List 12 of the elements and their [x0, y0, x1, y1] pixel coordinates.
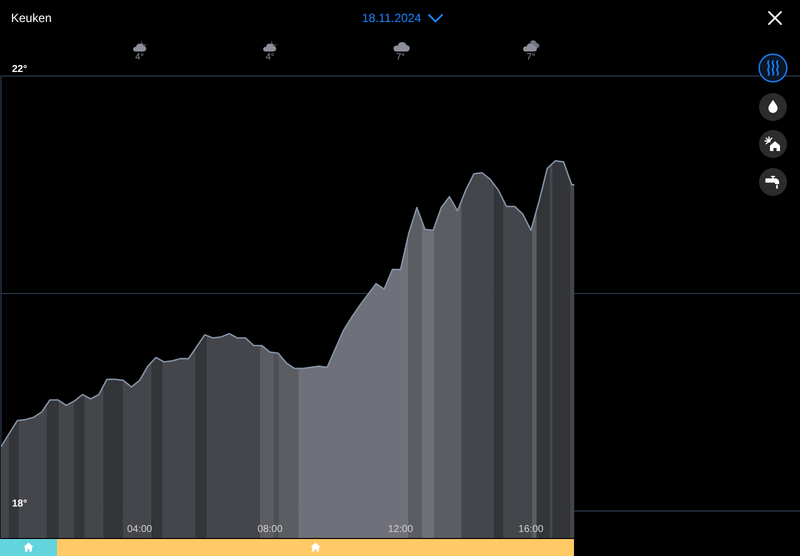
text: 7°: [396, 51, 406, 62]
text: 4°: [135, 51, 144, 62]
x-tick-label: 08:00: [258, 524, 283, 535]
text: 7°: [526, 51, 536, 62]
text: 4°: [266, 51, 275, 62]
chart-title: Keuken: [11, 11, 52, 26]
y-tick-label: 22°: [12, 64, 28, 75]
x-tick-label: 12:00: [388, 524, 414, 535]
x-tick-label: 16:00: [518, 524, 544, 535]
y-tick-label: 18°: [12, 498, 28, 510]
x-tick-label: 04:00: [127, 524, 153, 535]
chart-subtitle: 18.11.2024: [362, 10, 422, 26]
